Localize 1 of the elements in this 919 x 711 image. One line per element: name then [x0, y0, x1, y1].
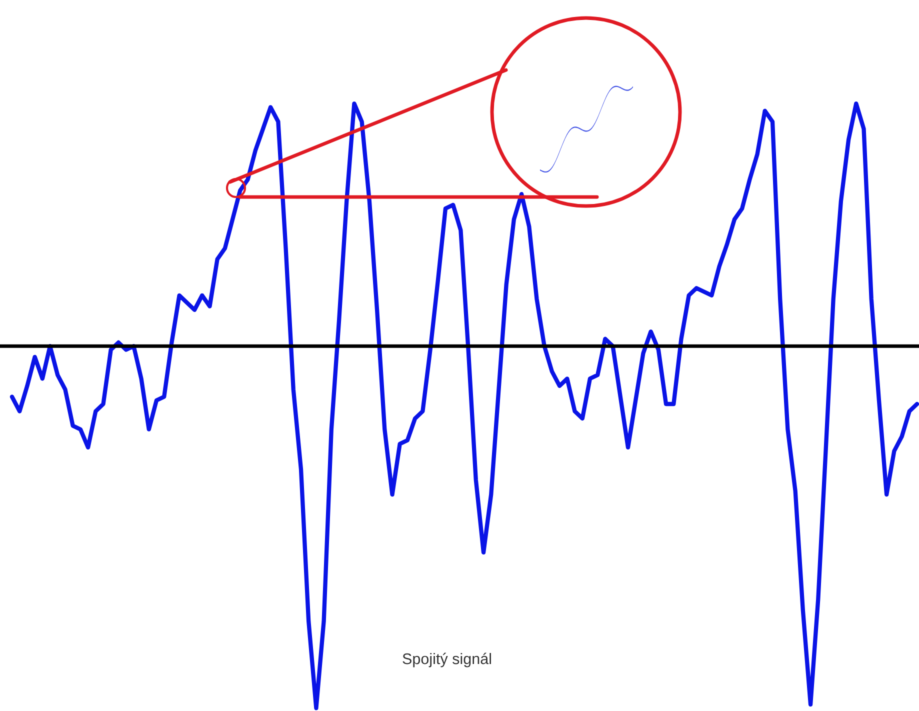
annotation: Spojitý signál [402, 652, 491, 668]
